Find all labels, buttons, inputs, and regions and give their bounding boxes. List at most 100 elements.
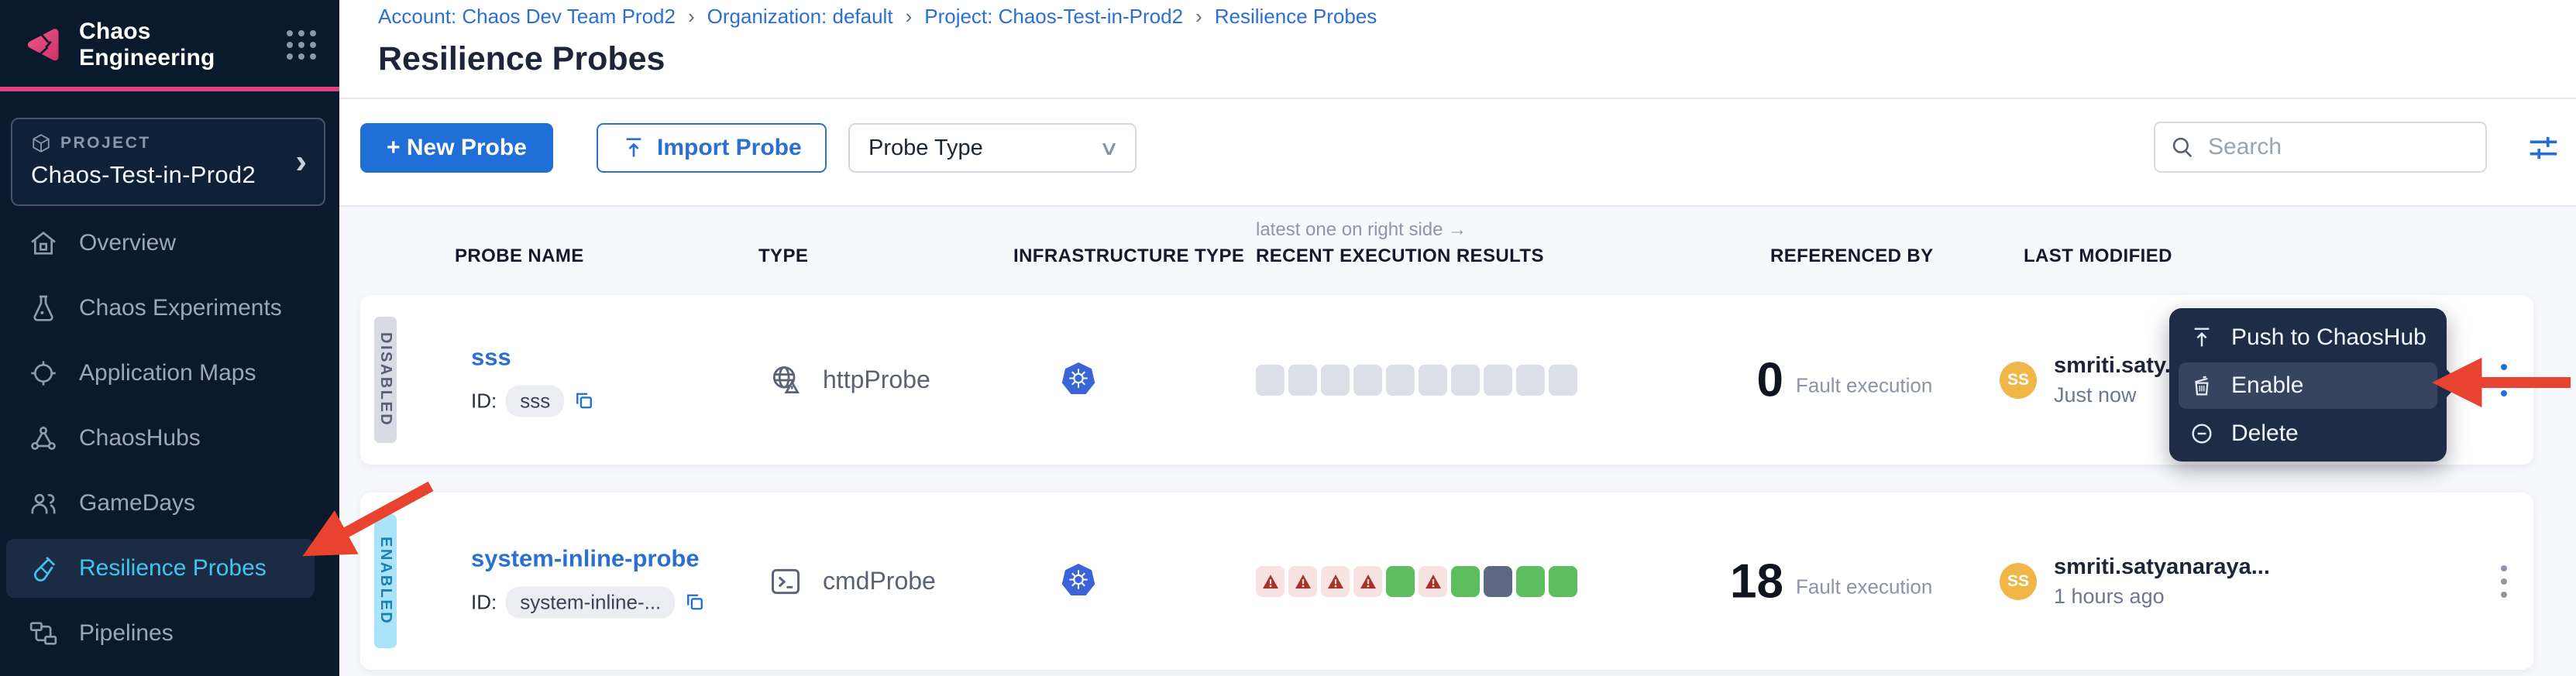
probe-id-value: sss xyxy=(506,385,565,417)
execution-result-failed xyxy=(1321,565,1350,597)
execution-result-empty xyxy=(1321,364,1350,396)
probe-type-label: Probe Type xyxy=(868,135,983,160)
avatar: SS xyxy=(2000,562,2037,600)
probe-type-dropdown[interactable]: Probe Type ∨ xyxy=(848,123,1137,173)
row-menu-button[interactable] xyxy=(2487,349,2521,411)
fault-execution-count: 18 xyxy=(1730,554,1783,608)
table-row-system-inline-probe: ENABLED system-inline-probe ID: system-i… xyxy=(360,492,2533,670)
module-grid-icon[interactable] xyxy=(287,30,316,60)
menu-item-label: Push to ChaosHub xyxy=(2231,324,2426,350)
breadcrumb-separator: › xyxy=(687,5,695,28)
sidebar-item-pipelines[interactable]: Pipelines xyxy=(0,601,339,666)
execution-result-failed xyxy=(1419,565,1447,597)
sidebar: Chaos Engineering PROJECT Chaos-Test-in-… xyxy=(0,0,339,676)
breadcrumb-project-link[interactable]: Project: Chaos-Test-in-Prod2 xyxy=(924,5,1184,28)
project-name: Chaos-Test-in-Prod2 xyxy=(31,161,256,188)
import-probe-button[interactable]: Import Probe xyxy=(597,123,827,173)
filter-sliders-icon[interactable] xyxy=(2526,130,2561,166)
main-content: Account: Chaos Dev Team Prod2 › Organiza… xyxy=(339,0,2576,676)
execution-result-empty xyxy=(1419,364,1447,396)
execution-results xyxy=(1256,364,1577,396)
chevron-right-icon: › xyxy=(295,142,307,180)
sidebar-item-chaoshubs[interactable]: ChaosHubs xyxy=(0,406,339,471)
modified-time: 1 hours ago xyxy=(2054,584,2165,608)
infrastructure-cell xyxy=(1061,361,1095,399)
probes-table: latest one on right side → PROBE NAME TY… xyxy=(339,207,2576,676)
menu-item-enable[interactable]: Enable xyxy=(2179,362,2437,409)
sidebar-nav: Overview Chaos Experiments Application M… xyxy=(0,211,339,666)
execution-result-empty xyxy=(1516,364,1545,396)
project-selector[interactable]: PROJECT Chaos-Test-in-Prod2 › xyxy=(11,118,325,206)
status-badge: DISABLED xyxy=(374,317,397,443)
breadcrumb: Account: Chaos Dev Team Prod2 › Organiza… xyxy=(378,5,1377,29)
project-cube-icon xyxy=(33,134,50,153)
modified-by-user: smriti.satyanaraya... xyxy=(2054,554,2270,579)
col-header-type: TYPE xyxy=(758,245,809,266)
target-icon xyxy=(31,361,56,386)
execution-result-na xyxy=(1484,565,1512,597)
pipeline-icon xyxy=(29,622,57,645)
probe-id-value: system-inline-... xyxy=(506,586,676,618)
flask-icon xyxy=(33,295,53,321)
fault-execution-count: 0 xyxy=(1756,353,1783,407)
copy-icon[interactable] xyxy=(684,592,706,613)
search-box xyxy=(2154,122,2487,173)
fault-execution-label: Fault execution xyxy=(1796,373,1933,396)
sidebar-item-label: Resilience Probes xyxy=(79,555,267,581)
menu-item-push-to-chaoshub[interactable]: Push to ChaosHub xyxy=(2169,316,2447,359)
home-icon xyxy=(31,231,56,255)
infrastructure-cell xyxy=(1061,562,1095,600)
status-badge: ENABLED xyxy=(374,514,397,648)
execution-result-passed xyxy=(1516,565,1545,597)
sidebar-item-label: Overview xyxy=(79,230,177,256)
sidebar-item-resilience-probes[interactable]: Resilience Probes xyxy=(0,536,339,601)
search-input[interactable] xyxy=(2208,134,2471,160)
probe-name-link[interactable]: sss xyxy=(471,343,511,370)
id-label: ID: xyxy=(471,590,497,613)
execution-result-empty xyxy=(1288,364,1317,396)
row-context-menu: Push to ChaosHub Enable Delete xyxy=(2169,308,2460,462)
breadcrumb-current-page: Resilience Probes xyxy=(1214,5,1377,28)
import-icon xyxy=(626,138,641,157)
hub-network-icon xyxy=(31,426,56,451)
sidebar-item-label: GameDays xyxy=(79,490,196,516)
sidebar-item-overview[interactable]: Overview xyxy=(0,211,339,276)
sidebar-header: Chaos Engineering xyxy=(0,0,339,87)
probe-type-value: cmdProbe xyxy=(823,567,936,595)
menu-item-label: Enable xyxy=(2231,372,2304,398)
execution-result-passed xyxy=(1451,565,1480,597)
search-icon xyxy=(2172,137,2193,158)
probe-type-cell: httpProbe xyxy=(769,363,930,397)
menu-item-delete[interactable]: Delete xyxy=(2169,412,2447,455)
sidebar-item-chaos-experiments[interactable]: Chaos Experiments xyxy=(0,276,339,341)
sidebar-item-application-maps[interactable]: Application Maps xyxy=(0,341,339,406)
copy-icon[interactable] xyxy=(573,390,595,412)
last-modified-cell: SS smriti.satyanaraya... 1 hours ago xyxy=(2000,554,2270,609)
sidebar-item-label: ChaosHubs xyxy=(79,425,201,451)
probe-name-cell: system-inline-probe ID: system-inline-..… xyxy=(471,544,706,618)
col-header-recent-execution-results: RECENT EXECUTION RESULTS xyxy=(1256,245,1544,266)
sidebar-item-label: Chaos Experiments xyxy=(79,295,282,321)
execution-result-passed xyxy=(1386,565,1415,597)
modified-by-user: smriti.saty... xyxy=(2054,352,2184,378)
terminal-icon xyxy=(772,568,800,594)
breadcrumb-separator: › xyxy=(1195,5,1202,28)
col-header-probe-name: PROBE NAME xyxy=(455,245,584,266)
probe-name-link[interactable]: system-inline-probe xyxy=(471,544,700,571)
breadcrumb-org-link[interactable]: Organization: default xyxy=(707,5,893,28)
modified-time: Just now xyxy=(2054,383,2137,407)
fault-execution-label: Fault execution xyxy=(1796,575,1933,598)
chevron-down-icon: ∨ xyxy=(1099,136,1119,160)
execution-result-empty xyxy=(1484,364,1512,396)
warning-triangle-icon xyxy=(1262,574,1278,588)
row-menu-button[interactable] xyxy=(2487,551,2521,613)
kubernetes-icon xyxy=(1061,563,1095,595)
breadcrumb-separator: › xyxy=(905,5,913,28)
new-probe-button[interactable]: + New Probe xyxy=(360,123,553,173)
sidebar-item-gamedays[interactable]: GameDays xyxy=(0,471,339,536)
id-label: ID: xyxy=(471,389,497,412)
execution-result-empty xyxy=(1549,364,1577,396)
probe-type-value: httpProbe xyxy=(823,365,930,393)
breadcrumb-account-link[interactable]: Account: Chaos Dev Team Prod2 xyxy=(378,5,676,28)
